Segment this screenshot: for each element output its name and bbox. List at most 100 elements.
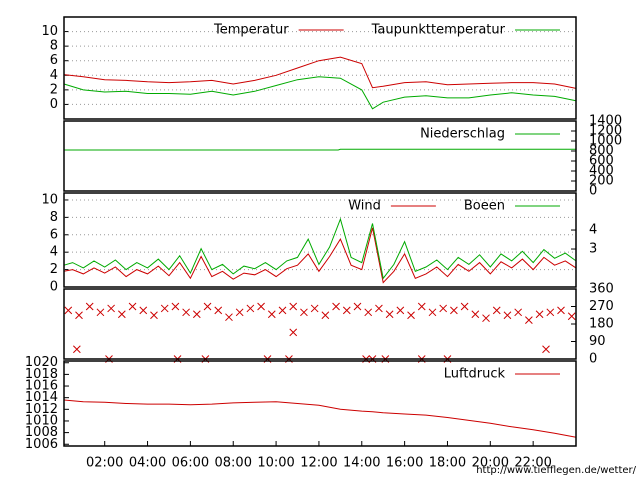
point (514, 308, 523, 317)
y-tick-label: 10 (41, 24, 58, 39)
y-tick-label: 6 (50, 53, 58, 68)
y2-tick-label: 1400 (589, 114, 622, 129)
point (450, 306, 458, 315)
point (353, 302, 362, 311)
panel-frame (63, 288, 577, 360)
panel-frame (63, 16, 577, 120)
point (150, 311, 158, 320)
point (267, 310, 276, 319)
point (535, 310, 544, 319)
y-tick-label: 1006 (25, 437, 58, 452)
y-tick-label: 1014 (25, 390, 58, 405)
y2-tick-label: 0 (589, 352, 597, 367)
y-tick-label: 8 (50, 39, 58, 54)
legend-label: Boeen (464, 199, 505, 214)
x-tick-label: 20:00 (472, 456, 509, 471)
point (428, 308, 437, 317)
point (342, 306, 351, 315)
point (289, 328, 298, 337)
y-tick-label: 4 (50, 245, 58, 260)
point (482, 314, 490, 323)
point (73, 345, 81, 354)
point (246, 304, 255, 313)
point (107, 304, 115, 313)
point (385, 310, 394, 319)
point (396, 306, 405, 315)
point (235, 308, 244, 317)
x-tick-label: 22:00 (514, 456, 551, 471)
panel-frame (63, 360, 577, 447)
y2-tick-label: 800 (589, 144, 614, 159)
data-line (63, 76, 577, 110)
point (542, 345, 550, 354)
point (203, 302, 212, 311)
y2-tick-label: 400 (589, 164, 614, 179)
y-tick-label: 1016 (25, 379, 58, 394)
data-line (63, 217, 577, 280)
point (139, 306, 148, 315)
point (471, 310, 480, 319)
y-tick-label: 1020 (25, 355, 58, 370)
point (85, 302, 94, 311)
data-line (64, 148, 576, 151)
point (332, 302, 340, 311)
point (171, 302, 180, 311)
point (192, 310, 201, 319)
point (225, 313, 233, 322)
panel-frame (63, 192, 577, 288)
point (364, 308, 373, 317)
y-tick-label: 1012 (25, 402, 58, 417)
point (182, 308, 190, 317)
legend-label: Luftdruck (444, 367, 506, 382)
point (375, 304, 383, 313)
y-tick-label: 4 (50, 68, 58, 83)
x-tick-label: 10:00 (257, 456, 294, 471)
point (439, 304, 448, 313)
y-tick-label: 0 (50, 97, 58, 112)
y-tick-label: 1018 (25, 367, 58, 382)
y-tick-label: 0 (50, 280, 58, 295)
x-tick-label: 04:00 (129, 456, 166, 471)
x-tick-label: 08:00 (215, 456, 252, 471)
point (64, 306, 73, 315)
point (310, 304, 319, 313)
point (117, 310, 126, 319)
y-tick-label: 6 (50, 227, 58, 242)
point (128, 302, 137, 311)
y2-tick-label: 1000 (589, 134, 622, 149)
legend-label: Temperatur (213, 23, 289, 38)
x-tick-label: 16:00 (386, 456, 423, 471)
legend-label: Taupunkttemperatur (371, 23, 506, 38)
y-tick-label: 1008 (25, 425, 58, 440)
panel-frame (63, 120, 577, 192)
data-line (63, 56, 577, 89)
y2-tick-label: 180 (589, 317, 614, 332)
x-tick-label: 14:00 (343, 456, 380, 471)
y2-tick-label: 270 (589, 299, 614, 314)
point (567, 312, 576, 321)
point (525, 316, 533, 324)
point (278, 306, 287, 315)
x-tick-label: 12:00 (300, 456, 337, 471)
y-tick-label: 8 (50, 210, 58, 225)
point (557, 306, 565, 315)
y2-tick-label: 0 (589, 184, 597, 199)
point (214, 306, 223, 315)
y2-tick-label: 1200 (589, 124, 622, 139)
y2-tick-label: 600 (589, 154, 614, 169)
y2-tick-label: 90 (589, 334, 606, 349)
point (546, 308, 555, 317)
point (417, 302, 426, 311)
point (257, 302, 265, 311)
y2-tick-label: 3 (589, 242, 597, 257)
y2-tick-label: 4 (589, 223, 597, 238)
source-url: http://www.tiefflegen.de/wetter/ (476, 465, 636, 476)
x-tick-label: 18:00 (429, 456, 466, 471)
data-line (63, 227, 577, 284)
y-tick-label: 2 (50, 82, 58, 97)
x-tick-label: 02:00 (86, 456, 123, 471)
point (300, 308, 308, 317)
point (289, 302, 298, 311)
x-tick-label: 06:00 (172, 456, 209, 471)
